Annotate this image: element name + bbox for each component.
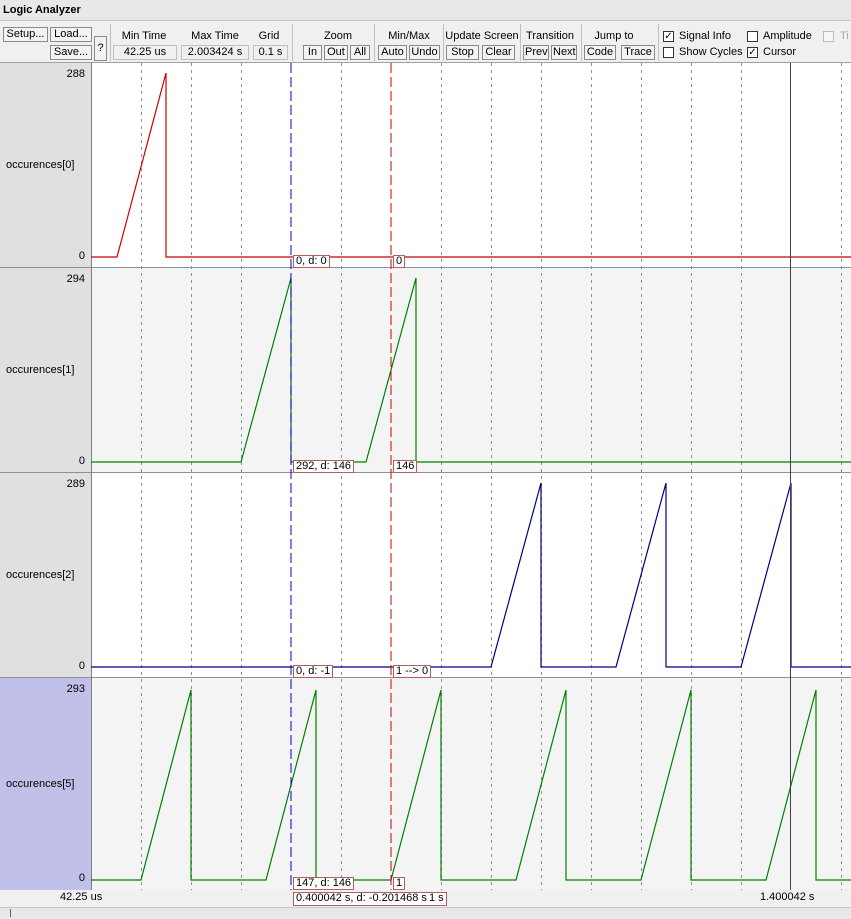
setup-button[interactable]: Setup... <box>3 27 48 42</box>
signal-max-2: 289 <box>66 478 85 490</box>
update-stop-button[interactable]: Stop <box>446 45 479 60</box>
signal-label-0[interactable]: occurences[0] <box>6 159 75 171</box>
time-cursor-info: 0.400042 s, d: -0.201468 s <box>293 892 430 906</box>
update-screen-label: Update Screen <box>445 30 519 42</box>
time-marker-info: 1 s <box>427 892 447 906</box>
transition-next-button[interactable]: Next <box>551 45 577 60</box>
zoom-all-button[interactable]: All <box>350 45 370 60</box>
waveform-canvas[interactable] <box>0 63 851 890</box>
cursor-info-2: 0, d: -1 <box>293 665 334 678</box>
signal-label-bg-selected[interactable] <box>0 678 91 890</box>
signal-label-bg[interactable] <box>0 63 91 267</box>
signal-label-bg[interactable] <box>0 473 91 677</box>
time-cursor-value: 0.400042 s, d: -0.201468 s <box>296 892 427 904</box>
signal-info-label: Signal Info <box>679 30 731 42</box>
jump-code-button[interactable]: Code <box>584 45 616 60</box>
amplitude-label: Amplitude <box>763 30 812 42</box>
zoom-in-button[interactable]: In <box>303 45 322 60</box>
cursor-checkbox[interactable]: ✓ <box>747 47 758 58</box>
min-time-label: Min Time <box>121 30 167 42</box>
cursor-info-0: 0, d: 0 <box>293 255 330 268</box>
horizontal-scrollbar[interactable] <box>0 907 851 919</box>
min-time-value: 42.25 us <box>113 45 177 60</box>
marker-info-0: 0 <box>393 255 406 268</box>
minmax-auto-button[interactable]: Auto <box>378 45 407 60</box>
separator <box>292 24 293 61</box>
separator <box>658 24 659 61</box>
waveform-3 <box>91 689 851 881</box>
waveform-area[interactable]: occurences[0] occurences[1] occurences[2… <box>0 63 851 890</box>
title-bar: Logic Analyzer <box>0 0 851 21</box>
load-button[interactable]: Load... <box>50 27 92 42</box>
jump-trace-button[interactable]: Trace <box>621 45 655 60</box>
signal-min-0: 0 <box>78 250 85 262</box>
signal-min-5: 0 <box>78 872 85 884</box>
transition-label: Transition <box>526 30 574 42</box>
scrollbar-thumb[interactable] <box>10 909 11 917</box>
minmax-undo-button[interactable]: Undo <box>409 45 440 60</box>
signal-label-bg[interactable] <box>0 268 91 472</box>
separator <box>110 24 111 61</box>
signal-max-1: 294 <box>66 273 85 285</box>
separator <box>374 24 375 61</box>
signal-max-5: 293 <box>66 683 85 695</box>
marker-info-1: 146 <box>393 460 418 473</box>
marker-info-5: 1 <box>393 877 406 890</box>
time-axis: 42.25 us 0.400042 s, d: -0.201468 s 1 s … <box>0 890 851 919</box>
zoom-out-button[interactable]: Out <box>324 45 348 60</box>
waveform-bg <box>91 473 851 677</box>
timestamps-label: Ti <box>840 30 849 42</box>
toolbar: Setup... Load... Save... ? Min Time 42.2… <box>0 21 851 63</box>
separator <box>520 24 521 61</box>
marker-info-2: 1 --> 0 <box>393 665 432 678</box>
signal-min-1: 0 <box>78 455 85 467</box>
signal-info-checkbox[interactable]: ✓ <box>663 31 674 42</box>
waveform-bg <box>91 63 851 267</box>
zoom-label: Zoom <box>323 30 353 42</box>
help-button[interactable]: ? <box>94 36 107 61</box>
minmax-label: Min/Max <box>388 30 430 42</box>
cursor-info-1: 292, d: 146 <box>293 460 355 473</box>
max-time-value: 2.003424 s <box>181 45 249 60</box>
signal-label-2[interactable]: occurences[2] <box>6 569 75 581</box>
update-clear-button[interactable]: Clear <box>482 45 515 60</box>
grid-lines <box>141 63 842 890</box>
cursor-info-5: 147, d: 146 <box>293 877 355 890</box>
cursor-label: Cursor <box>763 46 797 58</box>
waveform-bg <box>91 268 851 472</box>
grid-label: Grid <box>258 30 280 42</box>
separator <box>443 24 444 61</box>
waveform-bg <box>91 678 851 890</box>
transition-prev-button[interactable]: Prev <box>523 45 549 60</box>
signal-min-2: 0 <box>78 660 85 672</box>
timestamps-checkbox <box>823 31 834 42</box>
window-title: Logic Analyzer <box>3 4 81 16</box>
amplitude-checkbox[interactable] <box>747 31 758 42</box>
signal-max-0: 288 <box>66 68 85 80</box>
separator <box>581 24 582 61</box>
time-axis-start: 42.25 us <box>60 891 103 903</box>
signal-label-5[interactable]: occurences[5] <box>6 778 75 790</box>
grid-value: 0.1 s <box>253 45 288 60</box>
save-button[interactable]: Save... <box>50 45 92 60</box>
time-axis-end: 1.400042 s <box>760 891 815 903</box>
show-cycles-label: Show Cycles <box>679 46 743 58</box>
signal-label-1[interactable]: occurences[1] <box>6 364 75 376</box>
max-time-label: Max Time <box>191 30 239 42</box>
jump-to-label: Jump to <box>594 30 634 42</box>
show-cycles-checkbox[interactable] <box>663 47 674 58</box>
